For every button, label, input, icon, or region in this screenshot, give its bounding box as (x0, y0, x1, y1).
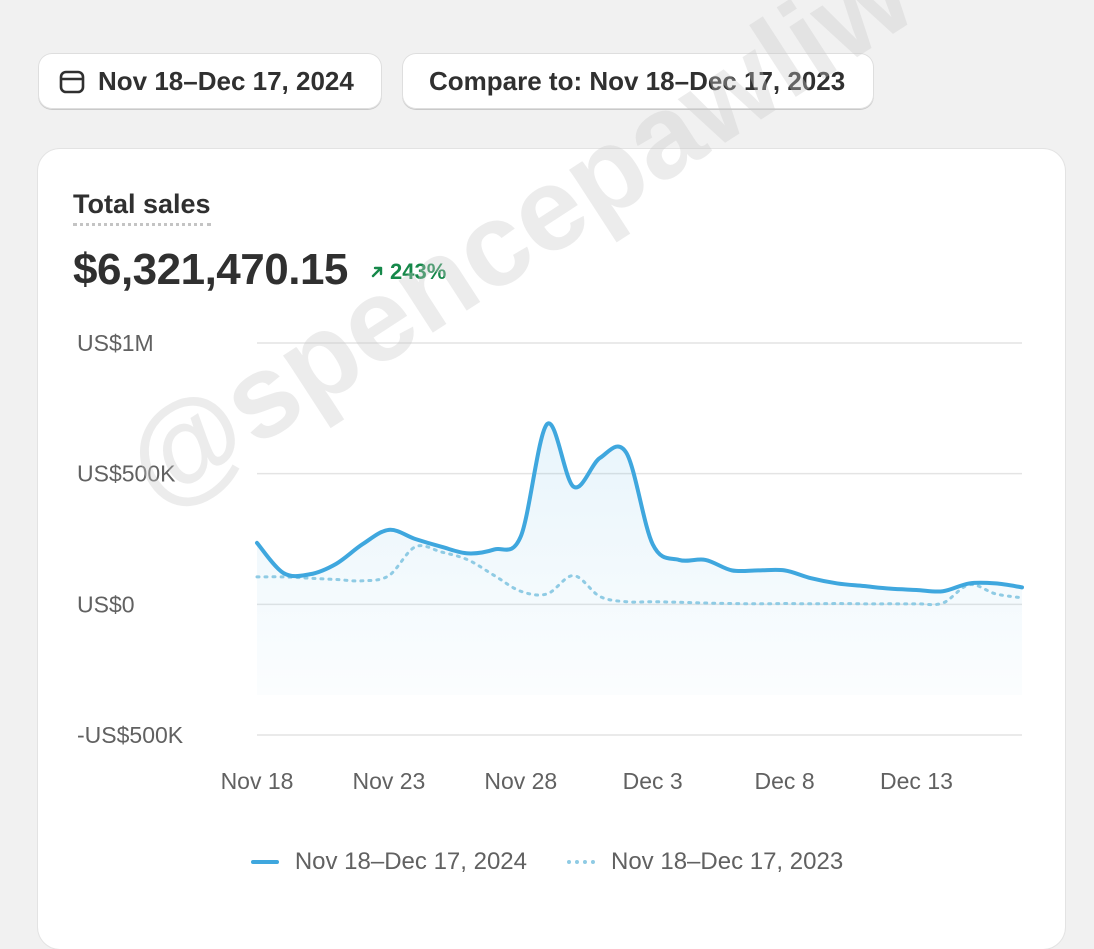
x-tick-label: Nov 18 (221, 768, 294, 794)
x-tick-label: Dec 3 (623, 768, 683, 794)
series-line-comparison[interactable] (255, 544, 1024, 607)
x-tick-label: Dec 13 (880, 768, 953, 794)
metric-change-badge: 243% (370, 259, 446, 285)
calendar-icon (59, 70, 85, 94)
metric-value: $6,321,470.15 (73, 245, 348, 294)
legend-label-current: Nov 18–Dec 17, 2024 (294, 848, 527, 875)
date-range-button[interactable]: Nov 18–Dec 17, 2024 (38, 53, 382, 109)
metric-change-value: 243% (390, 259, 447, 284)
y-tick-label: -US$500K (77, 722, 184, 748)
compare-button[interactable]: Compare to: Nov 18–Dec 17, 2023 (402, 53, 874, 109)
legend-swatch-dotted (567, 860, 595, 864)
sales-line-chart: US$1M US$500K US$0 -US$500K Nov 18 Nov 23 Nov … (77, 330, 1024, 794)
legend-swatch-solid (250, 860, 279, 864)
series-line-current[interactable] (255, 421, 1024, 594)
x-tick-label: Nov 23 (352, 768, 425, 794)
legend-label-comparison: Nov 18–Dec 17, 2023 (611, 848, 844, 875)
y-tick-label: US$0 (77, 591, 135, 617)
compare-label: Compare to: Nov 18–Dec 17, 2023 (429, 65, 846, 96)
arrow-up-right-icon (371, 266, 383, 278)
y-tick-label: US$500K (77, 461, 176, 487)
metric-title[interactable]: Total sales (73, 189, 211, 226)
legend-item-comparison[interactable]: Nov 18–Dec 17, 2023 (567, 848, 843, 876)
x-tick-label: Nov 28 (484, 768, 557, 794)
series-area-current (257, 423, 1022, 695)
date-range-label: Nov 18–Dec 17, 2024 (98, 65, 354, 96)
legend-item-current[interactable]: Nov 18–Dec 17, 2024 (250, 848, 527, 876)
chart-legend: Nov 18–Dec 17, 2024 Nov 18–Dec 17, 2023 (0, 848, 1094, 876)
x-tick-label: Dec 8 (755, 768, 815, 794)
y-tick-label: US$1M (77, 330, 154, 356)
